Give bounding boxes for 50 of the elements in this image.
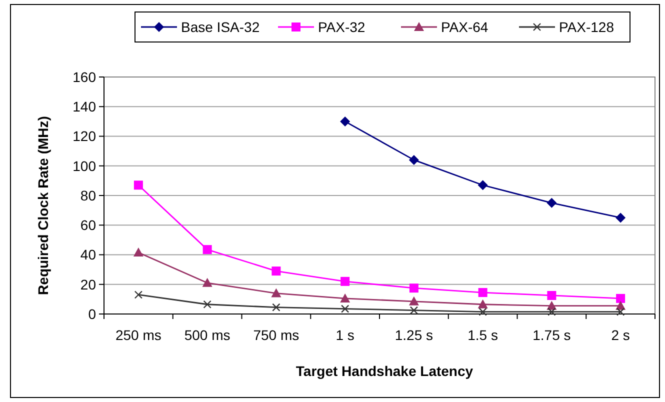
legend-label: PAX-128 xyxy=(559,18,614,35)
point xyxy=(202,245,212,254)
point xyxy=(408,154,419,165)
point xyxy=(272,266,281,276)
y-axis-title: Required Clock Rate (MHz) xyxy=(35,116,51,295)
x-axis-title: Target Handshake Latency xyxy=(296,363,474,379)
y-tick-label: 0 xyxy=(88,306,96,322)
point xyxy=(478,180,488,190)
x-tick-label: 500 ms xyxy=(184,327,230,343)
point xyxy=(548,308,556,316)
legend-label: Base ISA-32 xyxy=(181,18,260,35)
point xyxy=(202,278,212,287)
y-tick-label: 100 xyxy=(72,158,96,174)
y-tick-label: 80 xyxy=(80,187,96,204)
point xyxy=(272,303,280,312)
x-tick-label: 250 ms xyxy=(115,327,162,343)
legend-label: PAX-32 xyxy=(318,18,366,35)
point xyxy=(409,284,418,293)
point xyxy=(478,299,488,308)
point xyxy=(340,293,350,302)
point xyxy=(546,198,557,208)
point xyxy=(616,294,626,303)
y-tick-label: 120 xyxy=(72,128,96,144)
x-tick-label: 750 ms xyxy=(253,327,300,343)
y-tick-label: 40 xyxy=(80,246,96,263)
point xyxy=(478,288,488,298)
x-tick-label: 2 s xyxy=(611,327,630,343)
x-tick-label: 1 s xyxy=(336,327,354,343)
point xyxy=(340,276,350,286)
point xyxy=(616,212,626,223)
y-tick-label: 160 xyxy=(72,68,96,85)
point xyxy=(408,296,419,306)
point xyxy=(547,290,556,300)
point xyxy=(410,306,418,314)
point xyxy=(203,300,212,308)
y-tick-label: 140 xyxy=(72,98,96,115)
point xyxy=(616,308,625,316)
x-tick-label: 1.25 s xyxy=(394,327,434,343)
y-tick-label: 20 xyxy=(80,276,96,292)
point xyxy=(133,248,144,257)
point xyxy=(478,308,487,316)
x-tick-label: 1.5 s xyxy=(468,327,498,343)
y-tick-label: 60 xyxy=(80,217,96,234)
point xyxy=(340,116,350,126)
legend-label: PAX-64 xyxy=(441,18,488,35)
x-tick-label: 1.75 s xyxy=(532,327,571,343)
point xyxy=(340,304,350,313)
point xyxy=(134,180,143,190)
point xyxy=(134,290,143,299)
point xyxy=(271,288,282,298)
